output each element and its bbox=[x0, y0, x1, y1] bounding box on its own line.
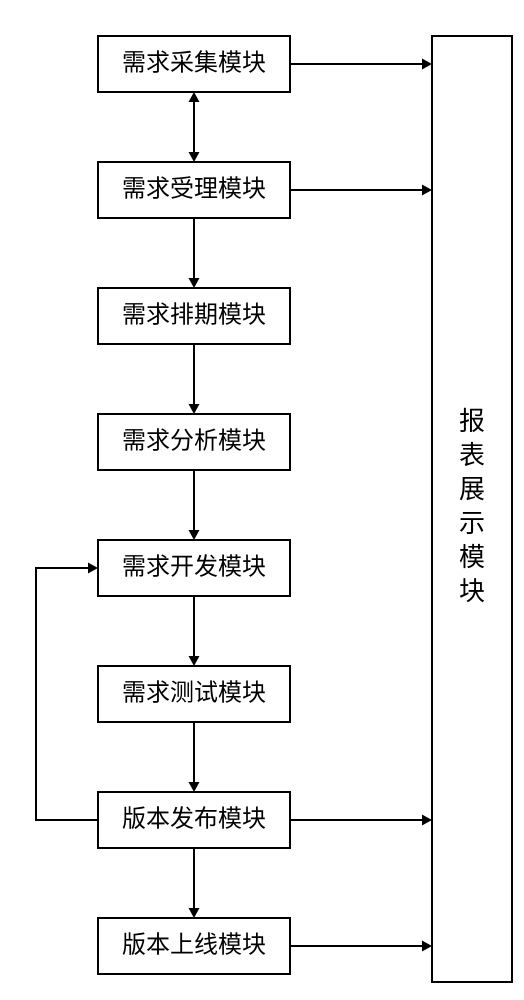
module-label: 需求分析模块 bbox=[122, 428, 266, 455]
module-label: 需求排期模块 bbox=[122, 302, 266, 329]
module-box: 版本发布模块 bbox=[98, 792, 290, 848]
module-box: 版本上线模块 bbox=[98, 918, 290, 974]
arrowhead bbox=[189, 782, 200, 792]
arrowhead bbox=[189, 92, 200, 102]
module-label: 需求开发模块 bbox=[122, 554, 266, 581]
arrowhead bbox=[88, 563, 98, 574]
module-box: 需求分析模块 bbox=[98, 414, 290, 470]
module-label: 版本发布模块 bbox=[122, 806, 266, 833]
arrowhead bbox=[189, 152, 200, 162]
arrowhead bbox=[422, 815, 432, 826]
arrowhead bbox=[189, 656, 200, 666]
module-label: 需求测试模块 bbox=[122, 680, 266, 707]
report-box: 报表展示模块 bbox=[432, 36, 512, 982]
module-box: 需求受理模块 bbox=[98, 162, 290, 218]
arrowhead bbox=[189, 908, 200, 918]
module-box: 需求排期模块 bbox=[98, 288, 290, 344]
flowchart-canvas: 需求采集模块需求受理模块需求排期模块需求分析模块需求开发模块需求测试模块版本发布… bbox=[0, 0, 524, 1000]
module-box: 需求采集模块 bbox=[98, 36, 290, 92]
arrowhead bbox=[189, 530, 200, 540]
arrowhead bbox=[422, 59, 432, 70]
module-label: 需求受理模块 bbox=[122, 176, 266, 203]
arrowhead bbox=[189, 278, 200, 288]
module-box: 需求测试模块 bbox=[98, 666, 290, 722]
arrowhead bbox=[189, 404, 200, 414]
module-label: 版本上线模块 bbox=[122, 932, 266, 959]
arrowhead bbox=[422, 941, 432, 952]
module-box: 需求开发模块 bbox=[98, 540, 290, 596]
connector-loop bbox=[36, 568, 98, 820]
arrowhead bbox=[422, 185, 432, 196]
module-label: 需求采集模块 bbox=[122, 50, 266, 77]
